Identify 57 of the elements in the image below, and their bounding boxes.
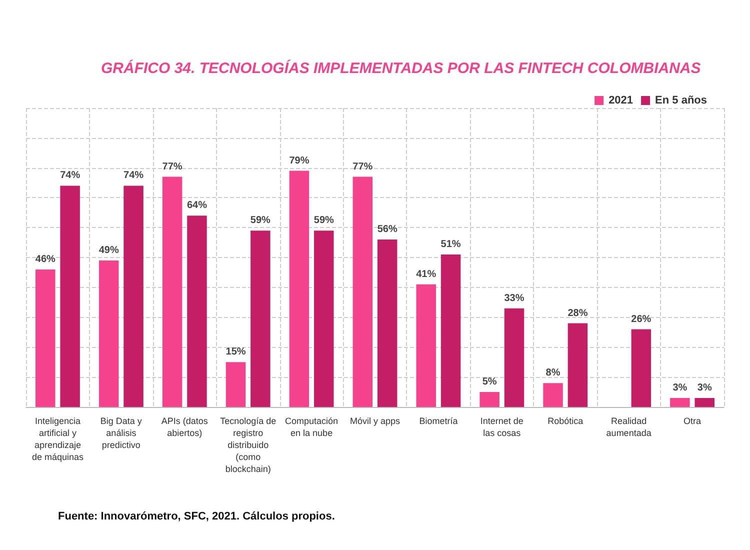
data-label: 15% (226, 346, 246, 358)
data-label: 46% (35, 254, 56, 265)
data-label: 56% (377, 224, 398, 236)
chart-title: GRÁFICO 34. TECNOLOGÍAS IMPLEMENTADAS POR LAS FINTECH COLOMBIANAS (101, 59, 701, 77)
x-tick-label: Computación en la nube (285, 416, 338, 438)
bar (226, 362, 246, 407)
data-label: 41% (416, 268, 436, 280)
bar (480, 392, 500, 407)
x-tick-label: Inteligencia artificial y aprendizaje de máquinas (32, 416, 84, 462)
bar (289, 170, 310, 407)
x-tick-label: Big Data y análisis predictivo (100, 416, 142, 450)
bar (352, 176, 373, 407)
data-label: 74% (60, 170, 80, 182)
data-label: 59% (314, 215, 334, 226)
data-label: 26% (631, 314, 652, 325)
bar (124, 186, 144, 407)
data-label: 64% (186, 200, 208, 212)
bar (440, 254, 461, 407)
x-tick-label: Biometría (419, 416, 458, 426)
data-label: 79% (289, 155, 310, 166)
bar (98, 260, 119, 407)
data-label: 3% (697, 382, 712, 394)
bar (543, 383, 563, 407)
data-label: 3% (672, 382, 688, 394)
legend-label: En 5 años (655, 94, 708, 106)
data-label: 77% (162, 161, 182, 172)
data-label: 59% (250, 215, 271, 226)
data-label: 5% (482, 376, 497, 388)
bar (187, 216, 207, 407)
source-note: Fuente: Innovarómetro, SFC, 2021. Cálculos propios. (58, 510, 335, 522)
data-label: 28% (568, 308, 588, 319)
x-tick-label: Internet de las cosas (480, 416, 524, 438)
bar (60, 186, 80, 407)
bar (568, 323, 588, 407)
x-tick-label: Móvil y apps (350, 416, 401, 426)
bar (36, 269, 56, 407)
x-tick-label: APIs (datos abiertos) (161, 416, 208, 438)
data-label: 8% (546, 368, 560, 379)
data-label: 33% (504, 292, 524, 304)
data-label: 77% (352, 161, 373, 172)
data-label: 51% (440, 239, 461, 250)
data-label: 49% (98, 244, 119, 256)
bar (162, 176, 182, 407)
x-tick-label: Robótica (548, 416, 584, 426)
bar (670, 398, 690, 407)
x-tick-label: Tecnología de registro distribuido (como blockchain) (220, 416, 276, 474)
data-label: 74% (124, 170, 144, 182)
legend-label: 2021 (608, 94, 634, 106)
x-tick-label: Otra (684, 416, 702, 426)
bar (631, 329, 652, 407)
bar (504, 308, 524, 407)
bar (377, 240, 398, 407)
bar (314, 230, 334, 407)
bar (694, 398, 714, 407)
bar (416, 284, 436, 407)
x-tick-label: Realidad aumentada (606, 416, 652, 438)
bar (250, 230, 270, 407)
